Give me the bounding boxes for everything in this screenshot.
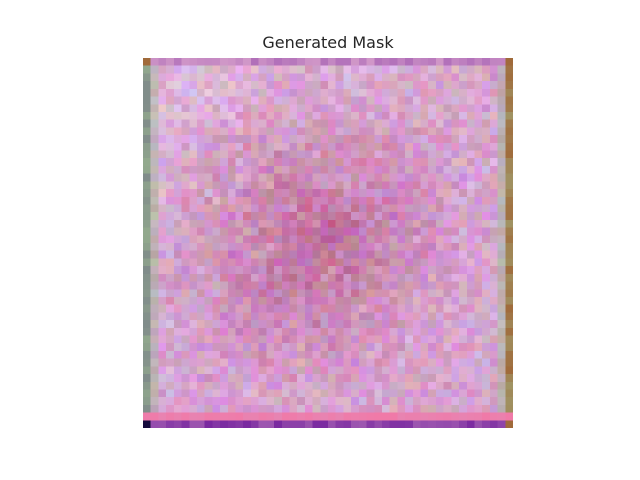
figure-title: Generated Mask: [262, 33, 394, 52]
generated-mask-image: [143, 58, 513, 428]
